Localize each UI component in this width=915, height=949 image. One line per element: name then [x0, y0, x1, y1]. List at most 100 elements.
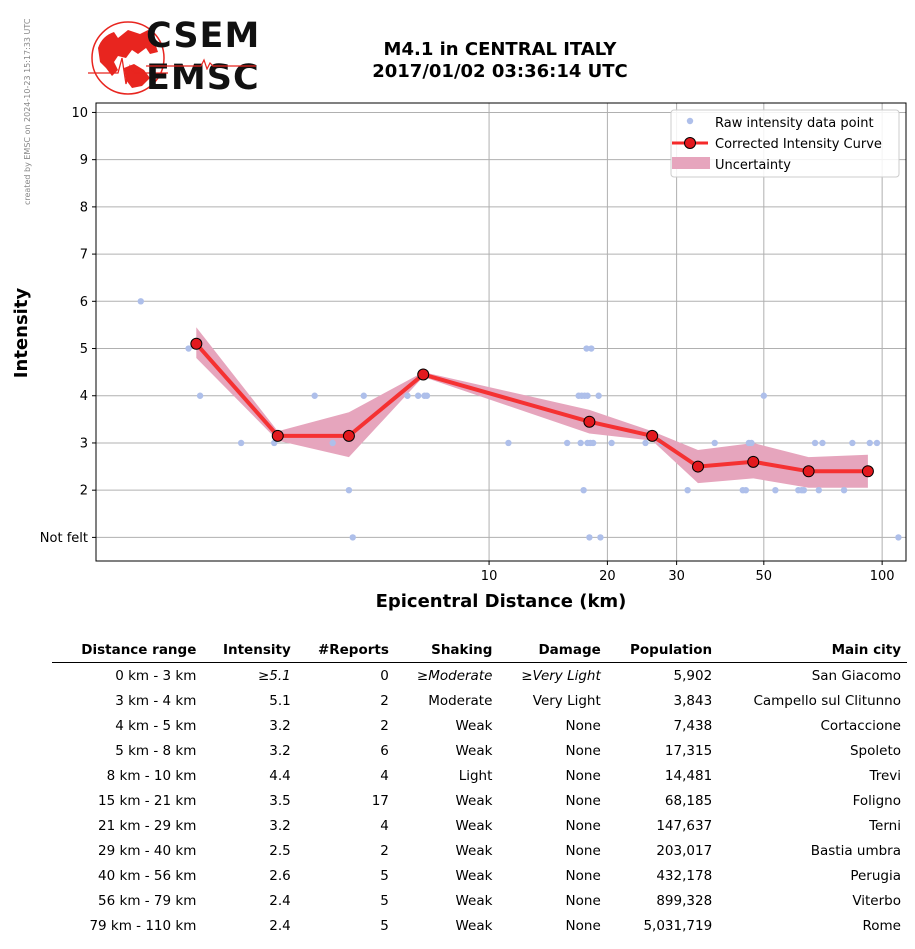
table-cell: 21 km - 29 km	[98, 817, 197, 834]
raw-data-point	[772, 486, 779, 494]
table-cell: Perugia	[850, 867, 901, 884]
raw-data-point	[414, 392, 422, 399]
raw-data-point	[311, 392, 318, 399]
table-cell: 5.1	[269, 692, 291, 709]
y-tick-label: 2	[80, 484, 88, 499]
table-cell: Rome	[862, 917, 902, 934]
raw-data-point	[137, 298, 144, 305]
raw-data-point	[505, 439, 512, 447]
csem-emsc-logo: CSEM EMSC	[88, 16, 261, 98]
table-cell: Weak	[455, 817, 493, 834]
raw-data-point	[589, 439, 597, 447]
table-cell: Trevi	[869, 767, 901, 784]
table-cell: Weak	[455, 792, 493, 809]
raw-data-point	[597, 534, 604, 541]
table-cell: 3.2	[269, 742, 291, 759]
curve-markers	[190, 337, 874, 478]
raw-points	[137, 298, 902, 541]
table-cell: None	[565, 817, 601, 834]
raw-data-point	[360, 392, 367, 399]
table-cell: 3.2	[269, 817, 291, 834]
raw-data-point	[584, 392, 591, 399]
table-cell: None	[565, 742, 601, 759]
table-row: 21 km - 29 km 3.2 4 Weak None 147,637 Terni	[52, 813, 907, 838]
table-cell: None	[565, 717, 601, 734]
legend-raw-label: Raw intensity data point	[715, 116, 874, 131]
table-cell: Weak	[455, 892, 493, 909]
y-tick-label: 3	[80, 436, 88, 451]
raw-data-point	[595, 392, 602, 399]
legend-raw-marker	[686, 117, 694, 125]
y-tick-label: 6	[80, 295, 88, 310]
table-cell: 3.5	[269, 792, 291, 809]
y-axis-label: Intensity	[11, 288, 32, 379]
raw-data-point	[185, 345, 192, 352]
table-cell: 68,185	[664, 792, 713, 809]
raw-data-point	[329, 439, 336, 447]
table-cell: None	[565, 917, 601, 934]
table-cell: Terni	[869, 817, 901, 834]
plot-frame	[95, 102, 907, 562]
tick-labels: Not felt 2 3 4 5 6 7 8 9 10 10 20 30 50 100	[40, 106, 895, 584]
raw-data-point	[349, 534, 356, 541]
table-cell: 2	[380, 692, 389, 709]
table-cell: 7,438	[673, 717, 713, 734]
raw-data-point	[583, 345, 590, 352]
table-cell: 5,031,719	[643, 917, 713, 934]
table-cell: 4.4	[269, 767, 291, 784]
table-cell: 5	[380, 892, 389, 909]
table-cell: 899,328	[656, 892, 713, 909]
curve-point-marker	[691, 460, 704, 473]
chart-title: M4.1 in CENTRAL ITALY	[383, 39, 617, 60]
raw-data-point	[711, 439, 718, 447]
legend-curve-marker	[684, 137, 696, 149]
table-row: 5 km - 8 km 3.2 6 Weak None 17,315 Spoleto	[52, 738, 907, 763]
table-cell: 8 km - 10 km	[106, 767, 197, 784]
raw-data-point	[588, 345, 595, 352]
table-cell: Weak	[455, 742, 493, 759]
column-header: Distance range	[52, 640, 203, 663]
y-tick-label: 9	[80, 153, 88, 168]
table-cell: None	[565, 892, 601, 909]
table-row: 29 km - 40 km 2.5 2 Weak None 203,017 Bastia u…	[52, 838, 907, 863]
curve-point-marker	[417, 368, 430, 381]
table-cell: 2.4	[269, 917, 291, 934]
curve-point-marker	[342, 429, 355, 442]
table-cell: 2.6	[269, 867, 291, 884]
logo-top-text: CSEM	[146, 16, 261, 56]
table-cell: 56 km - 79 km	[98, 892, 197, 909]
legend-band-swatch	[672, 157, 710, 169]
x-tick-label: 10	[481, 569, 498, 584]
curve-point-marker	[747, 455, 760, 468]
raw-data-point	[237, 439, 245, 447]
table-cell: 2	[380, 842, 389, 859]
raw-data-point	[684, 486, 691, 494]
table-cell: Light	[458, 767, 493, 784]
table-row: 15 km - 21 km 3.5 17 Weak None 68,185 Foligno	[52, 788, 907, 813]
raw-data-point	[577, 439, 584, 447]
curve-point-marker	[190, 337, 203, 350]
y-tick-label: 7	[80, 248, 88, 263]
table-cell: 17	[371, 792, 389, 809]
column-header: Population	[606, 640, 719, 663]
table-cell: ≥Very Light	[521, 667, 601, 684]
table-cell: None	[565, 867, 601, 884]
table-cell: San Giacomo	[811, 667, 901, 684]
y-tick-label: 8	[80, 200, 88, 215]
raw-data-point	[642, 439, 649, 447]
table-cell: Moderate	[428, 692, 493, 709]
column-header: Shaking	[394, 640, 499, 663]
table-cell: 4	[380, 767, 389, 784]
legend-band-label: Uncertainty	[715, 158, 791, 173]
table-cell: 3.2	[269, 717, 291, 734]
table-cell: Foligno	[852, 792, 901, 809]
raw-data-point	[819, 439, 826, 447]
raw-data-point	[608, 439, 615, 447]
column-header: Intensity	[202, 640, 297, 663]
table-cell: None	[565, 792, 601, 809]
raw-data-point	[423, 392, 431, 399]
y-tick-label: Not felt	[40, 531, 88, 546]
raw-data-point	[404, 392, 411, 399]
table-cell: 40 km - 56 km	[98, 867, 197, 884]
y-tick-label: 4	[80, 389, 88, 404]
